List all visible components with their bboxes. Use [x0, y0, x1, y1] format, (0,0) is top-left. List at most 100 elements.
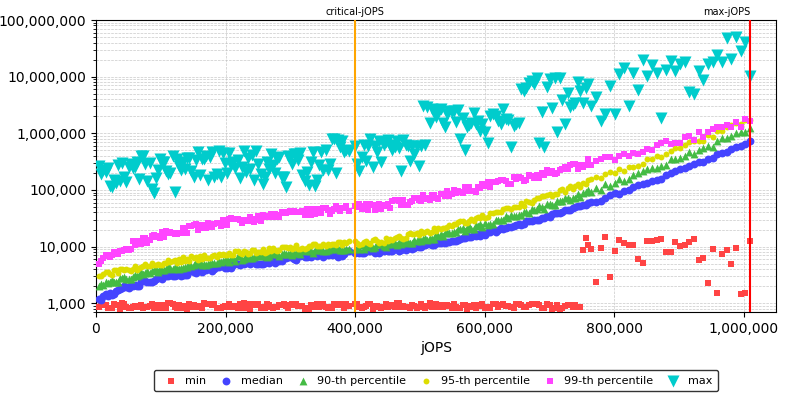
95-th percentile: [417, 229, 430, 236]
90-th percentile: [739, 129, 752, 136]
95-th percentile: [574, 184, 587, 190]
95-th percentile: [162, 257, 174, 263]
95-th percentile: [461, 220, 474, 226]
99-th percentile: [200, 225, 213, 232]
Text: max-jOPS: max-jOPS: [703, 7, 750, 17]
max: [393, 145, 406, 152]
max: [739, 38, 752, 45]
max: [664, 58, 677, 64]
median: [342, 248, 355, 254]
90-th percentile: [231, 253, 244, 260]
99-th percentile: [566, 160, 579, 167]
max: [697, 76, 710, 83]
median: [384, 248, 397, 255]
99-th percentile: [300, 206, 313, 213]
90-th percentile: [319, 247, 332, 254]
95-th percentile: [541, 192, 554, 198]
min: [489, 301, 502, 307]
95-th percentile: [692, 138, 705, 145]
min: [143, 303, 156, 309]
max: [561, 90, 574, 96]
90-th percentile: [465, 226, 478, 232]
95-th percentile: [102, 269, 114, 275]
95-th percentile: [296, 245, 309, 251]
max: [541, 84, 554, 90]
min: [181, 305, 194, 312]
min: [360, 303, 373, 310]
95-th percentile: [528, 197, 541, 204]
90-th percentile: [282, 251, 294, 257]
90-th percentile: [441, 229, 454, 236]
max: [558, 121, 571, 127]
99-th percentile: [594, 156, 607, 162]
90-th percentile: [599, 181, 612, 188]
min: [112, 302, 125, 308]
95-th percentile: [334, 239, 346, 246]
90-th percentile: [112, 279, 125, 286]
min: [525, 300, 538, 307]
median: [482, 228, 494, 235]
95-th percentile: [454, 217, 467, 224]
max: [426, 106, 438, 112]
99-th percentile: [377, 201, 390, 208]
95-th percentile: [238, 248, 250, 255]
max: [423, 120, 436, 126]
min: [582, 242, 594, 248]
95-th percentile: [530, 195, 543, 201]
99-th percentile: [256, 212, 269, 218]
min: [426, 304, 438, 310]
median: [437, 238, 450, 245]
min: [505, 304, 518, 310]
95-th percentile: [486, 210, 499, 216]
median: [150, 276, 162, 282]
99-th percentile: [134, 241, 147, 247]
99-th percentile: [373, 201, 386, 208]
99-th percentile: [390, 197, 403, 203]
max: [164, 170, 177, 176]
max: [229, 165, 242, 171]
median: [373, 250, 386, 256]
min: [641, 238, 654, 245]
min: [282, 305, 294, 311]
max: [252, 161, 265, 168]
95-th percentile: [181, 256, 194, 263]
90-th percentile: [137, 271, 150, 278]
95-th percentile: [222, 250, 235, 257]
min: [124, 304, 137, 311]
max: [118, 174, 130, 180]
min: [244, 306, 257, 312]
max: [173, 163, 186, 169]
max: [406, 143, 418, 149]
max: [330, 169, 342, 176]
max: [261, 159, 274, 166]
median: [474, 232, 486, 239]
min: [120, 304, 133, 311]
90-th percentile: [300, 247, 313, 253]
median: [515, 222, 528, 228]
min: [107, 301, 120, 307]
max: [124, 160, 137, 167]
99-th percentile: [290, 208, 302, 215]
max: [256, 180, 269, 187]
median: [319, 250, 332, 256]
max: [133, 176, 146, 183]
99-th percentile: [122, 247, 135, 253]
99-th percentile: [678, 134, 691, 140]
95-th percentile: [187, 255, 200, 261]
99-th percentile: [265, 211, 278, 217]
min: [571, 304, 584, 310]
max: [250, 148, 262, 154]
99-th percentile: [535, 170, 548, 176]
median: [520, 218, 533, 225]
90-th percentile: [569, 194, 582, 201]
median: [414, 244, 427, 250]
max: [112, 162, 125, 168]
min: [266, 305, 279, 312]
median: [310, 253, 323, 260]
max: [438, 123, 451, 130]
95-th percentile: [375, 238, 388, 245]
99-th percentile: [410, 195, 423, 202]
max: [362, 142, 374, 149]
90-th percentile: [362, 244, 374, 250]
99-th percentile: [151, 232, 164, 239]
